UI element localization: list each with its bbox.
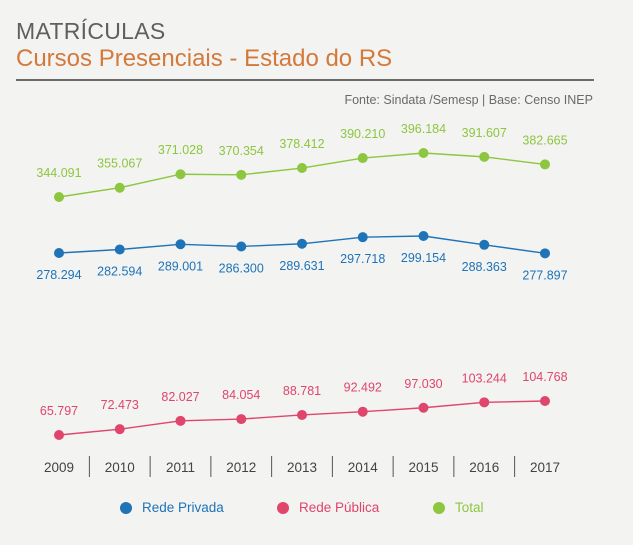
data-label-publica: 72.473 bbox=[101, 398, 139, 412]
chart-title: MATRÍCULAS bbox=[16, 18, 166, 44]
data-label-publica: 88.781 bbox=[283, 384, 321, 398]
data-label-publica: 84.054 bbox=[222, 388, 260, 402]
legend-label-publica: Rede Pública bbox=[299, 500, 380, 515]
data-label-privada: 286.300 bbox=[219, 261, 264, 275]
title-divider bbox=[16, 79, 594, 81]
data-point-privada bbox=[175, 239, 186, 250]
data-label-privada: 288.363 bbox=[462, 260, 507, 274]
data-label-publica: 104.768 bbox=[522, 370, 567, 384]
data-label-publica: 65.797 bbox=[40, 404, 78, 418]
data-label-privada: 278.294 bbox=[36, 268, 81, 282]
data-label-publica: 97.030 bbox=[404, 377, 442, 391]
data-point-total bbox=[54, 192, 64, 202]
legend-item-privada: Rede Privada bbox=[120, 500, 224, 515]
data-label-privada: 289.001 bbox=[158, 259, 203, 273]
data-point-total bbox=[114, 182, 125, 193]
data-point-privada bbox=[357, 232, 368, 243]
data-label-publica: 103.244 bbox=[462, 371, 507, 385]
data-point-publica bbox=[479, 397, 490, 408]
legend-label-total: Total bbox=[455, 500, 484, 515]
data-point-publica bbox=[54, 430, 64, 440]
data-point-total bbox=[297, 163, 307, 174]
data-point-publica bbox=[236, 414, 247, 425]
x-tick-label: 2012 bbox=[226, 460, 256, 475]
data-label-privada: 297.718 bbox=[340, 252, 385, 266]
data-label-publica: 82.027 bbox=[161, 390, 199, 404]
data-point-total bbox=[479, 151, 490, 162]
chart-subtitle: Cursos Presenciais - Estado do RS bbox=[16, 45, 393, 72]
data-point-publica bbox=[175, 415, 186, 426]
data-label-publica: 92.492 bbox=[344, 381, 382, 395]
data-label-total: 378.412 bbox=[279, 137, 324, 151]
data-point-total bbox=[418, 148, 429, 158]
data-point-privada bbox=[540, 248, 550, 259]
x-tick-label: 2010 bbox=[105, 460, 135, 475]
legend-item-publica: Rede Pública bbox=[277, 500, 379, 515]
data-point-privada bbox=[479, 239, 490, 250]
legend-dot-total bbox=[433, 501, 445, 514]
data-point-total bbox=[236, 169, 247, 180]
data-point-publica bbox=[297, 409, 307, 420]
source-note: Fonte: Sindata /Semesp | Base: Censo INE… bbox=[344, 93, 593, 107]
data-point-privada bbox=[114, 244, 125, 255]
x-tick-label: 2015 bbox=[408, 460, 438, 475]
data-label-total: 370.354 bbox=[219, 144, 264, 158]
x-tick-label: 2016 bbox=[469, 460, 499, 475]
data-label-total: 396.184 bbox=[401, 122, 446, 136]
data-label-total: 344.091 bbox=[36, 166, 81, 180]
data-point-total bbox=[175, 169, 186, 180]
data-point-publica bbox=[418, 402, 429, 413]
data-label-total: 391.607 bbox=[462, 126, 507, 140]
data-label-privada: 282.594 bbox=[97, 264, 142, 278]
data-point-privada bbox=[236, 241, 247, 252]
data-point-total bbox=[540, 159, 550, 170]
data-point-publica bbox=[357, 406, 368, 417]
legend-dot-publica bbox=[277, 501, 289, 514]
data-point-privada bbox=[54, 248, 64, 258]
data-label-total: 390.210 bbox=[340, 127, 385, 141]
data-label-privada: 299.154 bbox=[401, 251, 446, 265]
x-tick-label: 2009 bbox=[44, 460, 74, 475]
legend: Rede Privada Rede Pública Total bbox=[0, 500, 633, 522]
data-point-privada bbox=[418, 231, 429, 241]
data-point-total bbox=[357, 153, 368, 164]
data-label-privada: 289.631 bbox=[279, 259, 324, 273]
data-label-privada: 277.897 bbox=[522, 268, 567, 282]
legend-dot-privada bbox=[120, 501, 132, 514]
x-tick-label: 2014 bbox=[348, 460, 379, 475]
data-label-total: 382.665 bbox=[522, 133, 567, 147]
x-tick-label: 2017 bbox=[530, 460, 560, 475]
legend-label-privada: Rede Privada bbox=[142, 500, 224, 515]
data-label-total: 355.067 bbox=[97, 157, 142, 171]
data-point-privada bbox=[297, 238, 307, 249]
data-label-total: 371.028 bbox=[158, 143, 203, 157]
legend-item-total: Total bbox=[433, 500, 484, 515]
x-tick-label: 2013 bbox=[287, 460, 317, 475]
x-tick-label: 2011 bbox=[166, 460, 195, 475]
data-point-publica bbox=[540, 396, 550, 406]
data-point-publica bbox=[114, 424, 125, 435]
